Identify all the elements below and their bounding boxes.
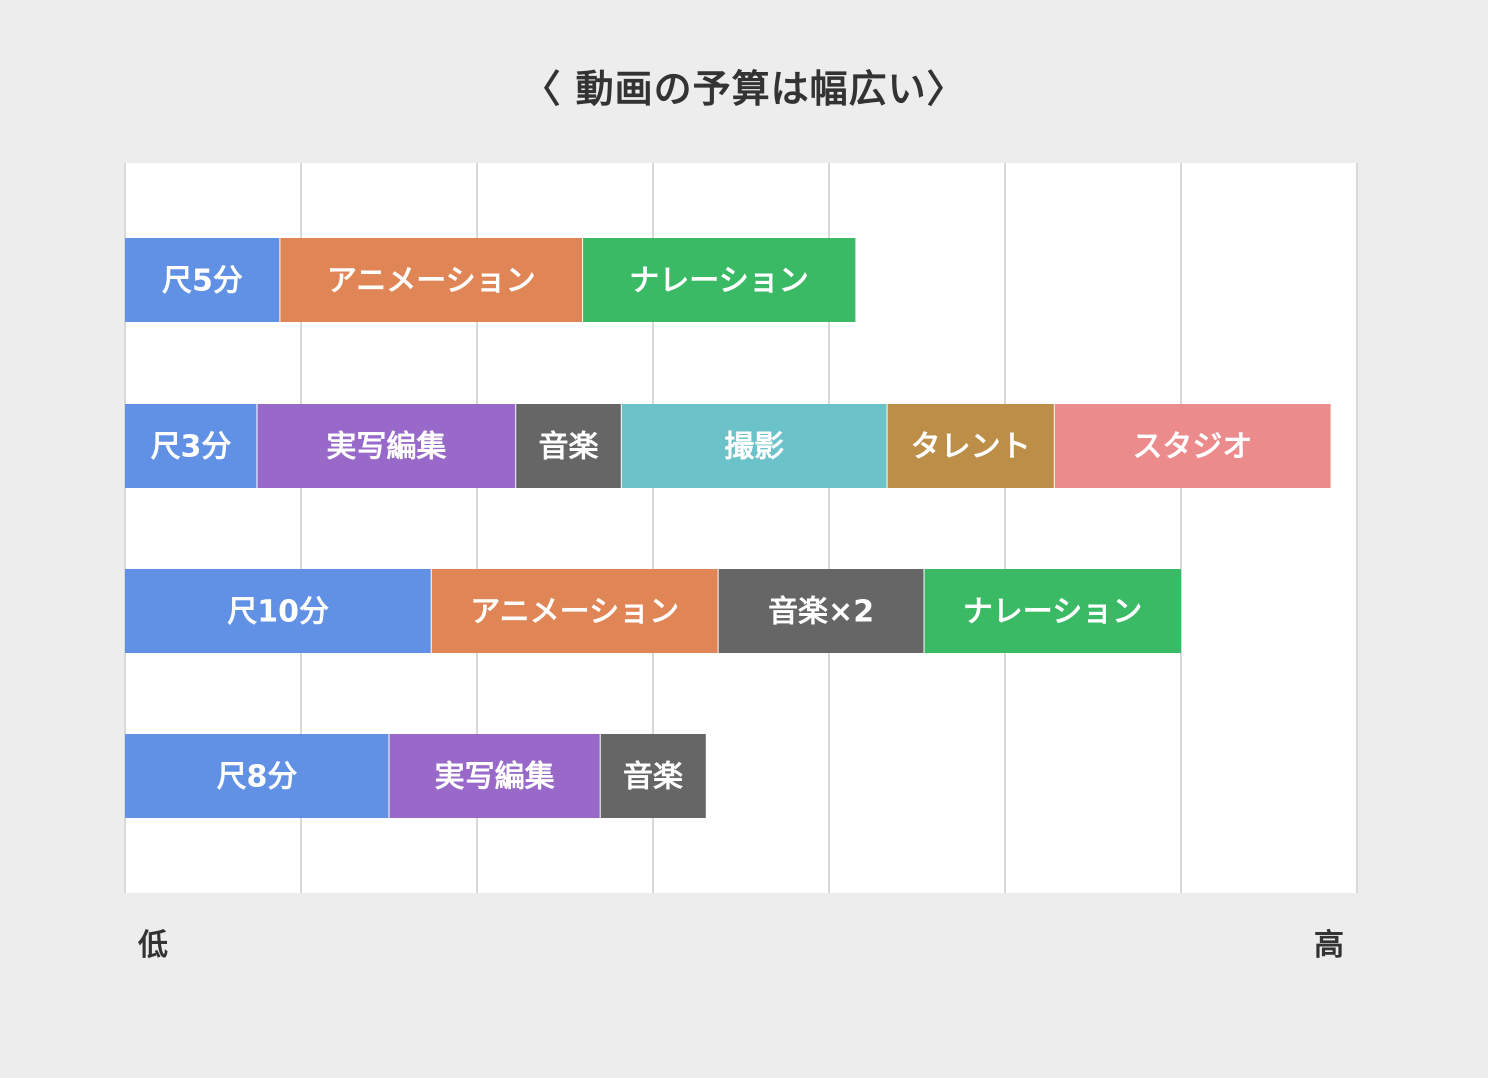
bar-segment [924,569,1181,653]
segment-label: アニメーション [327,264,536,299]
segment-label: タレント [911,430,1031,465]
bar-segment [125,238,280,322]
segment-label: アニメーション [470,595,679,630]
bar-segment [125,569,432,653]
segment-label: ナレーション [963,595,1142,630]
bar-segment [257,404,516,488]
segment-label: 尺8分 [217,760,298,795]
segment-label: 音楽×2 [768,595,874,630]
axis-low-label: 低 [138,928,168,963]
segment-label: スタジオ [1132,430,1252,465]
bar-segment [125,404,257,488]
bar-segment [125,734,389,818]
segment-label: 実写編集 [326,430,447,465]
bar-segment [389,734,601,818]
segment-label: 音楽 [539,430,599,465]
segment-label: 実写編集 [435,760,556,795]
chart-title: 〈 動画の予算は幅広い〉 [522,67,966,111]
segment-label: 尺5分 [162,264,243,299]
bar-row: 尺5分 アニメーション ナレーション [125,238,856,322]
bar-row: 尺8分 実写編集 音楽 [125,734,706,818]
bar-segment [718,569,925,653]
axis-high-label: 高 [1314,928,1344,963]
segment-label: 音楽 [623,760,683,795]
segment-label: 尺3分 [151,430,232,465]
bar-segment [279,238,583,322]
bar-row: 尺10分 アニメーション 音楽×2 ナレーション [125,569,1181,653]
bar-segment [621,404,888,488]
segment-label: 撮影 [724,430,784,465]
bar-segment [1054,404,1331,488]
segment-label: ナレーション [629,264,808,299]
segment-label: 尺10分 [227,595,329,630]
bar-segment [431,569,719,653]
bar-segment [582,238,856,322]
bar-segment [600,734,706,818]
bar-segment [887,404,1055,488]
bar-row: 尺3分 実写編集 音楽 撮影 タレント スタジオ [125,404,1331,488]
bar-segment [515,404,622,488]
